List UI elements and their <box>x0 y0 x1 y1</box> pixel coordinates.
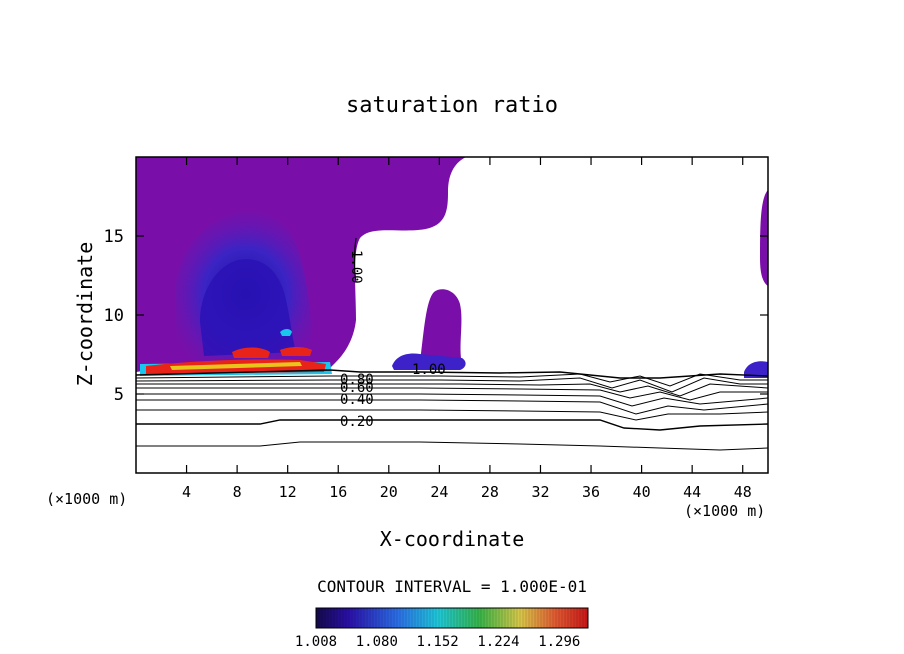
high-saturation-band-yellow <box>170 362 302 370</box>
saturation-hotspot <box>232 347 270 358</box>
colorbar-gradient <box>316 608 588 628</box>
contour-line-0.50 <box>136 393 768 407</box>
contour-label-0.80: 0.80 <box>340 372 374 388</box>
cloud-core-inner <box>200 259 296 356</box>
colorbar-stripes <box>318 608 587 628</box>
x-unit-label-left: (×1000 m) <box>46 490 127 508</box>
colorbar: 1.008 1.080 1.152 1.224 1.296 <box>295 607 589 650</box>
contour-line-1.00 <box>136 369 768 379</box>
x-axis-ticks: 4 8 12 16 20 24 28 32 36 40 44 48 <box>182 157 752 501</box>
x-tick-label: 4 <box>182 483 191 501</box>
x-tick-label: 8 <box>233 483 242 501</box>
contour-line-0.90 <box>136 373 768 387</box>
x-tick-label: 24 <box>430 483 448 501</box>
colorbar-frame <box>315 607 589 629</box>
saturation-hotspot-2 <box>280 347 312 356</box>
supersaturated-pocket-low <box>392 353 466 370</box>
contour-interval: CONTOUR INTERVAL = 1.000E-01 <box>317 577 587 596</box>
x-tick-label: 16 <box>329 483 347 501</box>
contour-line-1.00-vertical <box>353 237 357 283</box>
y-tick-label: 5 <box>114 385 124 405</box>
y-tick-label: 15 <box>104 227 124 247</box>
colorbar-tick-labels: 1.008 1.080 1.152 1.224 1.296 <box>295 634 580 650</box>
y-tick-label: 10 <box>104 306 124 326</box>
contour-labels: 1.00 1.00 0.80 0.60 0.40 0.20 <box>340 250 446 430</box>
colorbar-tick-label: 1.296 <box>538 634 580 650</box>
x-tick-label: 12 <box>279 483 297 501</box>
y-axis-ticks: 5 10 15 <box>104 227 768 405</box>
colorbar-tick-label: 1.080 <box>356 634 398 650</box>
x-tick-label: 48 <box>734 483 752 501</box>
x-tick-label: 20 <box>380 483 398 501</box>
supersaturated-pocket-mid <box>420 289 462 364</box>
contour-line-0.40 <box>136 399 768 415</box>
contour-label-1.00-upper: 1.00 <box>348 250 364 284</box>
plot-area: 1.00 1.00 0.80 0.60 0.40 0.20 <box>136 157 768 451</box>
contour-line-0.80 <box>136 377 768 393</box>
contour-line-0.70 <box>136 383 768 397</box>
x-tick-label: 44 <box>683 483 701 501</box>
y-axis-title: Z-coordinate <box>73 242 97 387</box>
supersaturated-region-right <box>760 190 768 286</box>
colorbar-tick-label: 1.008 <box>295 634 337 650</box>
x-tick-label: 40 <box>633 483 651 501</box>
contour-label-0.60: 0.60 <box>340 380 374 396</box>
chart-title: saturation ratio <box>346 93 558 118</box>
x-tick-label: 36 <box>582 483 600 501</box>
contour-line-0.60 <box>136 387 768 401</box>
contour-line-0.10 <box>136 441 768 451</box>
x-tick-label: 28 <box>481 483 499 501</box>
colorbar-tick-label: 1.152 <box>417 634 459 650</box>
contour-line-0.20 <box>136 419 768 431</box>
contour-lines <box>136 237 768 451</box>
contour-label-0.40: 0.40 <box>340 392 374 408</box>
x-unit-label-right: (×1000 m) <box>684 502 765 520</box>
contour-label-0.20: 0.20 <box>340 414 374 430</box>
x-axis-title: X-coordinate <box>380 527 525 551</box>
x-tick-label: 32 <box>531 483 549 501</box>
cyan-pocket <box>280 329 292 336</box>
supersaturated-region-right-low <box>744 361 768 378</box>
colorbar-tick-label: 1.224 <box>477 634 519 650</box>
contour-label-1.00-lower: 1.00 <box>412 362 446 378</box>
contour-line-0.30 <box>136 409 768 421</box>
